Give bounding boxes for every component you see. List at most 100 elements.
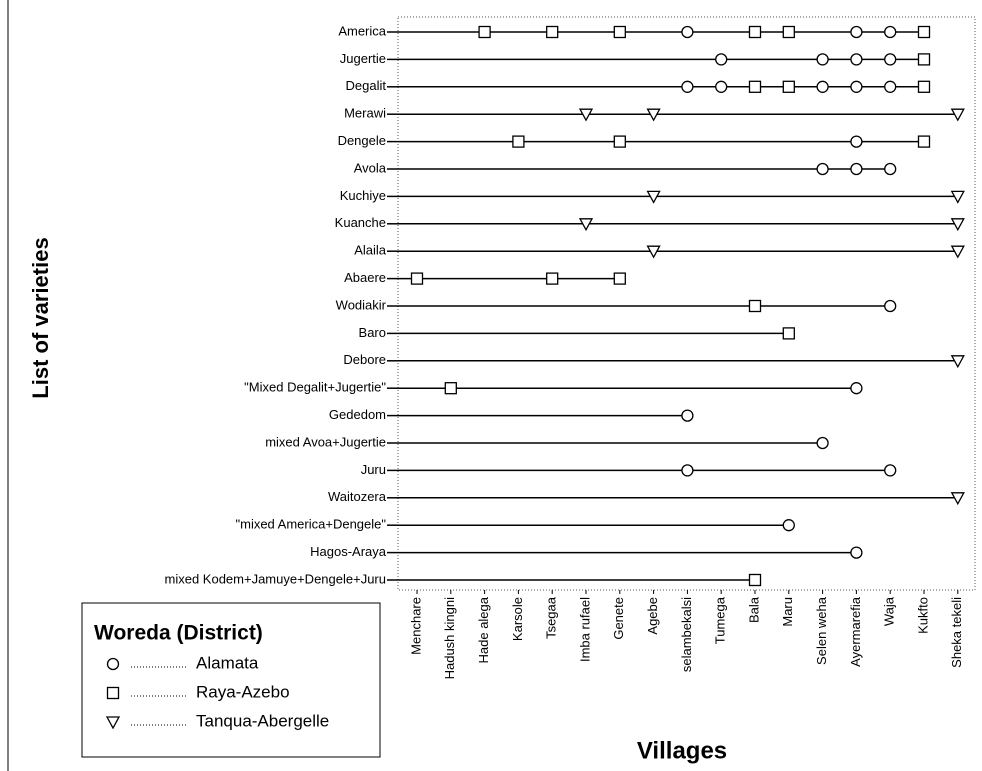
marker: [681, 464, 694, 477]
x-tick-label: Hadush kingni: [442, 597, 457, 679]
marker: [884, 162, 897, 176]
x-tick-label: Selen weha: [814, 596, 829, 665]
y-tick-label: mixed Kodem+Jamuye+Dengele+Juru: [165, 571, 387, 586]
y-tick-label: Alaila: [354, 243, 387, 258]
x-tick-label: Sheka tekeli: [949, 597, 964, 668]
x-tick-label: Agebe: [645, 597, 660, 635]
marker: [850, 135, 863, 148]
marker: [646, 108, 661, 122]
marker: [950, 218, 965, 232]
legend-label: Tanqua-Abergelle: [196, 711, 329, 730]
marker: [613, 272, 626, 285]
marker: [782, 519, 795, 532]
marker: [950, 245, 965, 259]
marker: [748, 573, 762, 587]
marker: [748, 80, 762, 93]
y-tick-label: Kuanche: [335, 215, 386, 230]
marker: [884, 80, 897, 93]
marker: [546, 25, 559, 39]
marker: [646, 245, 661, 259]
marker: [917, 135, 931, 148]
marker: [917, 53, 931, 66]
x-tick-label: selambekalsi: [679, 597, 694, 672]
legend-marker: [105, 716, 121, 730]
legend-marker: [106, 657, 120, 671]
marker: [884, 25, 897, 39]
y-tick-label: Juru: [361, 462, 386, 477]
marker: [782, 25, 795, 39]
marker: [884, 464, 897, 477]
marker: [410, 272, 424, 285]
marker: [917, 25, 931, 39]
marker: [613, 25, 626, 39]
marker: [884, 53, 897, 66]
marker: [715, 53, 728, 66]
x-tick-label: Bala: [746, 596, 761, 623]
marker: [512, 135, 525, 148]
marker: [917, 80, 931, 93]
marker: [816, 436, 829, 450]
x-tick-label: Hade alega: [476, 596, 491, 663]
y-tick-label: Baro: [359, 325, 386, 340]
x-tick-label: Karsole: [510, 597, 525, 641]
marker: [715, 80, 728, 93]
legend-label: Alamata: [196, 653, 259, 672]
x-axis-label: Villages: [637, 737, 727, 764]
marker: [681, 409, 694, 422]
x-tick-label: Ayermarefia: [848, 596, 863, 667]
marker: [850, 382, 863, 395]
x-tick-label: Tumega: [713, 596, 728, 644]
y-tick-label: Debore: [343, 352, 386, 367]
x-tick-label: Waja: [882, 596, 897, 626]
marker: [850, 80, 863, 93]
marker: [681, 25, 694, 39]
marker: [578, 218, 594, 232]
marker: [950, 190, 965, 204]
y-tick-label: "Mixed Degalit+Jugertie": [244, 380, 386, 395]
marker: [850, 162, 863, 176]
marker: [646, 190, 661, 204]
marker: [850, 546, 863, 559]
legend-title: Woreda (District): [94, 622, 263, 645]
marker: [950, 492, 965, 506]
x-tick-label: Maru: [780, 597, 795, 627]
marker: [850, 53, 863, 66]
y-tick-label: Gededom: [329, 407, 386, 422]
legend-label: Raya-Azebo: [196, 682, 290, 701]
marker: [681, 80, 694, 93]
marker: [478, 25, 491, 39]
y-tick-label: America: [338, 23, 386, 38]
plot-frame: [397, 16, 976, 591]
y-tick-label: Jugertie: [340, 51, 386, 66]
y-axis-label: List of varieties: [28, 237, 53, 398]
y-tick-label: Wodiakir: [336, 297, 387, 312]
marker: [816, 162, 829, 176]
marker: [816, 80, 829, 93]
x-tick-label: Imba rufael: [577, 597, 592, 662]
marker: [816, 53, 829, 66]
marker: [444, 382, 457, 395]
x-tick-label: Tsegaa: [544, 596, 559, 639]
marker: [884, 299, 897, 313]
y-tick-label: Avola: [354, 160, 387, 175]
marker: [950, 355, 965, 369]
marker: [782, 80, 795, 93]
y-tick-label: mixed Avoa+Jugertie: [265, 434, 386, 449]
marker: [950, 108, 965, 122]
marker: [613, 135, 626, 148]
y-tick-label: Dengele: [338, 133, 386, 148]
legend-marker: [106, 686, 120, 700]
x-tick-label: Kukfto: [915, 597, 930, 634]
y-tick-label: "mixed America+Dengele": [236, 517, 387, 532]
y-tick-label: Abaere: [344, 270, 386, 285]
marker: [546, 272, 559, 285]
y-tick-label: Kuchiye: [340, 188, 386, 203]
marker: [748, 299, 762, 313]
marker: [578, 108, 594, 122]
y-tick-label: Waitozera: [328, 489, 387, 504]
marker: [782, 327, 795, 340]
marker: [748, 25, 762, 39]
legend-box: [81, 602, 381, 758]
y-tick-label: Degalit: [346, 78, 387, 93]
